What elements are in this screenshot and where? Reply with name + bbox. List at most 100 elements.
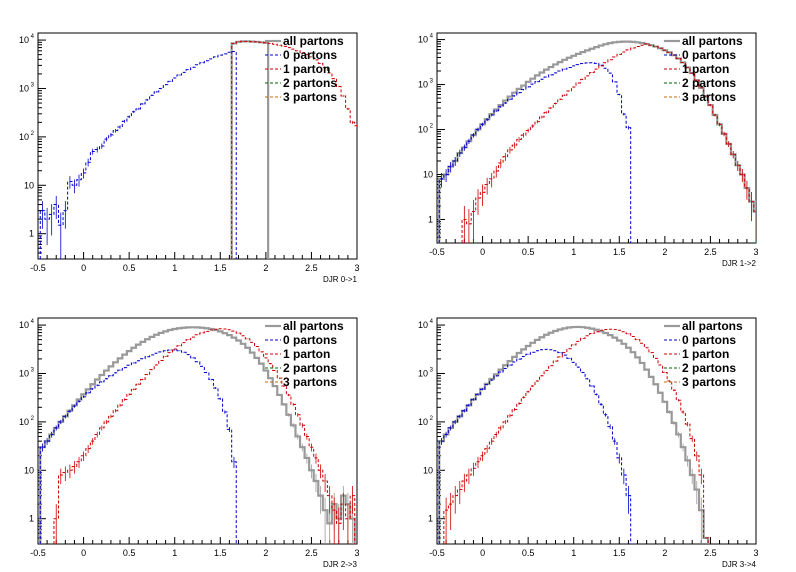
x-axis-label: DJR 3->4 (722, 560, 757, 569)
legend-label-2-partons: 2 partons (682, 361, 736, 375)
y-tick-label: 10 (19, 417, 29, 427)
plot-frame (436, 317, 757, 545)
legend-label-all-partons: all partons (682, 319, 743, 333)
x-tick-label: 1 (172, 548, 177, 558)
x-tick-label: 0.5 (123, 263, 136, 273)
x-tick-label: -0.5 (30, 548, 46, 558)
x-tick-label: 1.5 (613, 548, 626, 558)
y-tick-exponent: 4 (31, 34, 35, 40)
x-tick-label: 3 (753, 548, 758, 558)
legend-label-1-parton: 1 parton (283, 347, 330, 361)
y-tick-label: 10 (423, 465, 433, 475)
legend-label-1-parton: 1 parton (682, 347, 729, 361)
x-tick-label: 1 (571, 548, 576, 558)
legend-label-all-partons: all partons (283, 34, 344, 48)
x-tick-label: 0 (81, 263, 86, 273)
x-axis-label: DJR 0->1 (323, 275, 358, 284)
series-1-parton (231, 40, 357, 259)
x-tick-label: 2.5 (704, 247, 717, 257)
legend-label-3-partons: 3 partons (682, 90, 736, 104)
y-tick-label: 10 (24, 465, 34, 475)
x-tick-label: -0.5 (429, 548, 445, 558)
legend-label-3-partons: 3 partons (682, 375, 736, 389)
y-tick-exponent: 4 (31, 319, 35, 325)
y-tick-exponent: 4 (430, 319, 434, 325)
y-tick-label: 1 (428, 214, 433, 224)
x-tick-label: 2 (263, 263, 268, 273)
y-tick-exponent: 3 (31, 82, 35, 88)
x-tick-label: 0.5 (522, 548, 535, 558)
legend-label-2-partons: 2 partons (283, 361, 337, 375)
legend-label-1-parton: 1 parton (283, 62, 330, 76)
x-tick-label: 0.5 (123, 548, 136, 558)
y-tick-label: 10 (418, 35, 428, 45)
y-tick-label: 1 (29, 514, 34, 524)
x-tick-label: 2.5 (704, 548, 717, 558)
x-tick-label: -0.5 (30, 263, 46, 273)
y-tick-exponent: 3 (430, 367, 434, 373)
legend-label-1-parton: 1 parton (682, 62, 729, 76)
legend-label-0-partons: 0 partons (682, 333, 736, 347)
y-tick-label: 10 (19, 320, 29, 330)
x-tick-label: 0.5 (522, 247, 535, 257)
y-tick-label: 10 (19, 83, 29, 93)
x-axis-label: DJR 1->2 (722, 259, 757, 268)
series-0-partons (39, 51, 237, 259)
series-0-partons (438, 62, 636, 243)
x-tick-label: 0 (81, 548, 86, 558)
y-tick-label: 10 (418, 320, 428, 330)
y-tick-label: 10 (423, 170, 433, 180)
series-1-parton (53, 328, 356, 544)
series-all-partons (438, 40, 756, 243)
series-all-partons (230, 40, 270, 259)
y-tick-label: 10 (418, 368, 428, 378)
y-tick-exponent: 2 (31, 131, 35, 137)
y-tick-label: 10 (418, 125, 428, 135)
legend-label-2-partons: 2 partons (682, 76, 736, 90)
y-tick-exponent: 3 (31, 367, 35, 373)
x-tick-label: 2 (263, 548, 268, 558)
series-all-partons (438, 325, 710, 544)
x-tick-label: 0 (480, 548, 485, 558)
y-tick-label: 1 (428, 514, 433, 524)
legend-label-0-partons: 0 partons (283, 333, 337, 347)
legend-label-3-partons: 3 partons (283, 90, 337, 104)
x-tick-label: 1.5 (613, 247, 626, 257)
x-tick-label: 2 (662, 548, 667, 558)
plot-frame (37, 32, 358, 260)
legend-label-all-partons: all partons (283, 319, 344, 333)
y-tick-label: 10 (418, 417, 428, 427)
x-tick-label: 3 (753, 247, 758, 257)
y-tick-label: 10 (19, 368, 29, 378)
legend-label-0-partons: 0 partons (682, 48, 736, 62)
x-tick-label: 1 (571, 247, 576, 257)
y-tick-label: 10 (19, 35, 29, 45)
x-tick-label: 1.5 (214, 548, 227, 558)
x-tick-label: 3 (354, 548, 359, 558)
y-tick-label: 10 (418, 80, 428, 90)
y-tick-exponent: 2 (31, 416, 35, 422)
legend-label-0-partons: 0 partons (283, 48, 337, 62)
x-tick-label: 2 (662, 247, 667, 257)
x-tick-label: 3 (354, 263, 359, 273)
y-tick-label: 1 (29, 229, 34, 239)
y-tick-label: 10 (24, 180, 34, 190)
x-tick-label: -0.5 (429, 247, 445, 257)
plot-frame (436, 32, 757, 244)
plot-frame (37, 317, 358, 545)
series-0-partons (438, 348, 636, 544)
legend-label-all-partons: all partons (682, 34, 743, 48)
series-1-parton (443, 328, 709, 544)
x-tick-label: 0 (480, 247, 485, 257)
y-tick-exponent: 3 (430, 79, 434, 85)
y-tick-exponent: 2 (430, 124, 434, 130)
y-tick-label: 10 (19, 132, 29, 142)
x-tick-label: 1 (172, 263, 177, 273)
legend-label-3-partons: 3 partons (283, 375, 337, 389)
x-tick-label: 2.5 (305, 548, 318, 558)
